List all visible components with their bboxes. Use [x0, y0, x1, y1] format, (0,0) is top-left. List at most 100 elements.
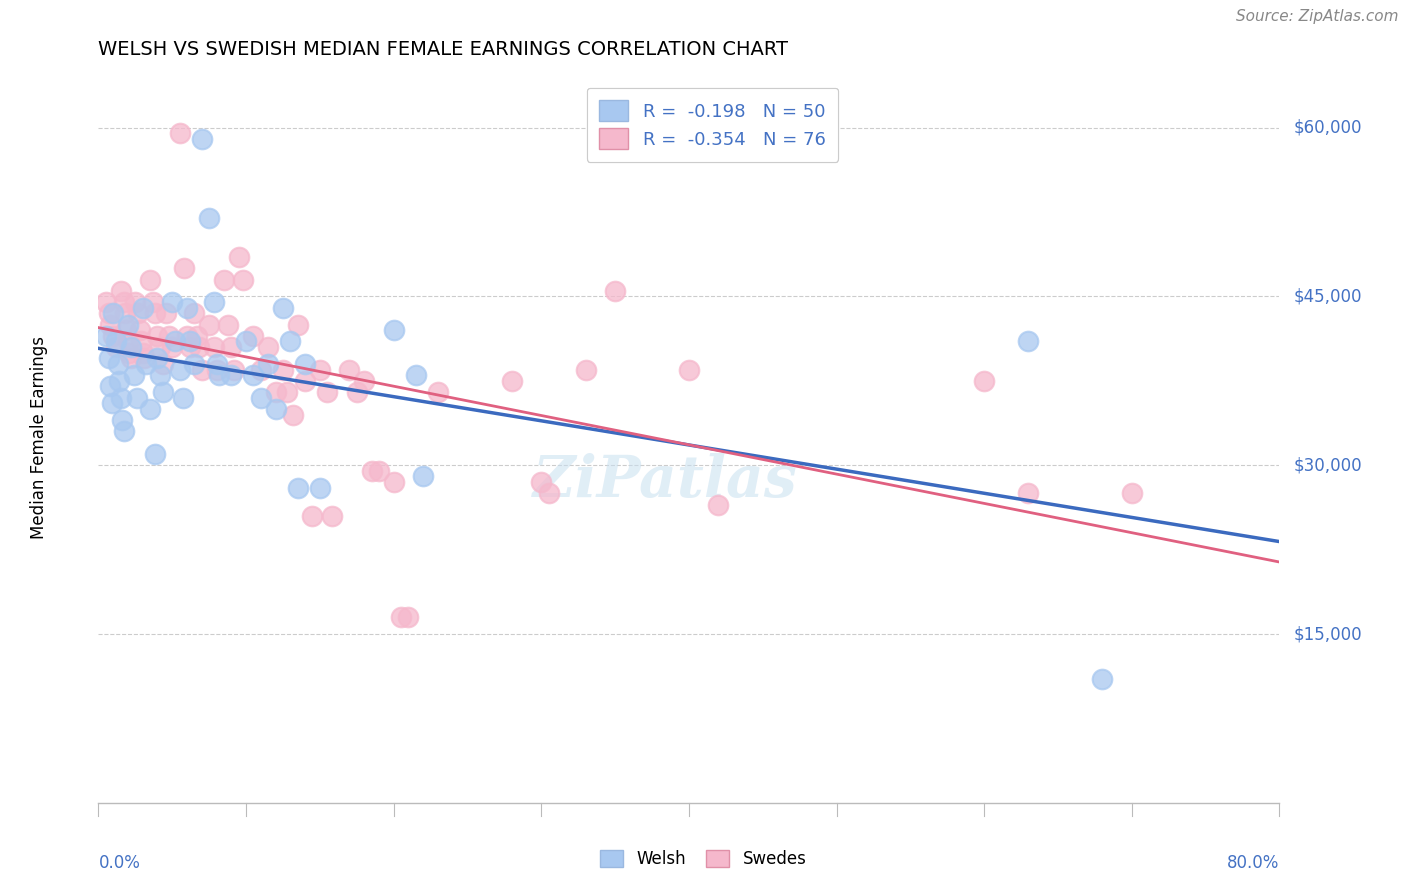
Point	[187, 340, 209, 354]
Point	[179, 340, 201, 354]
Point	[107, 357, 129, 371]
Point	[257, 357, 280, 371]
Point	[287, 318, 309, 332]
Point	[97, 306, 120, 320]
Point	[98, 318, 121, 332]
Point	[103, 306, 125, 320]
Point	[183, 306, 205, 320]
Point	[309, 362, 332, 376]
Point	[155, 306, 177, 320]
Point	[427, 385, 450, 400]
Point	[382, 323, 405, 337]
Point	[389, 610, 412, 624]
Point	[360, 464, 382, 478]
Point	[120, 351, 142, 366]
Point	[117, 334, 139, 349]
Point	[169, 362, 191, 376]
Point	[146, 351, 169, 366]
Text: ZiPatlas: ZiPatlas	[533, 453, 797, 509]
Point	[250, 391, 273, 405]
Point	[219, 340, 242, 354]
Point	[142, 295, 165, 310]
Point	[242, 368, 264, 383]
Point	[105, 340, 128, 354]
Point	[125, 391, 148, 405]
Point	[108, 374, 131, 388]
Point	[152, 385, 174, 400]
Point	[574, 362, 596, 376]
Text: Source: ZipAtlas.com: Source: ZipAtlas.com	[1236, 9, 1399, 24]
Point	[202, 295, 225, 310]
Point	[219, 368, 242, 383]
Point	[208, 368, 231, 383]
Point	[337, 362, 360, 376]
Point	[128, 323, 150, 337]
Point	[294, 357, 316, 371]
Point	[217, 318, 239, 332]
Point	[165, 334, 187, 349]
Point	[132, 301, 155, 315]
Point	[146, 328, 169, 343]
Point	[191, 362, 214, 376]
Point	[110, 284, 132, 298]
Point	[143, 447, 166, 461]
Point	[139, 401, 162, 416]
Point	[707, 498, 730, 512]
Point	[1091, 672, 1114, 686]
Point	[264, 385, 287, 400]
Point	[212, 272, 235, 286]
Text: 0.0%: 0.0%	[98, 854, 141, 872]
Point	[232, 272, 254, 286]
Point	[309, 481, 332, 495]
Text: $15,000: $15,000	[1294, 625, 1362, 643]
Point	[100, 396, 122, 410]
Point	[973, 374, 995, 388]
Point	[198, 211, 221, 225]
Point	[257, 340, 280, 354]
Point	[97, 351, 120, 366]
Point	[501, 374, 523, 388]
Point	[110, 391, 132, 405]
Point	[169, 126, 191, 140]
Point	[235, 334, 257, 349]
Point	[132, 345, 155, 359]
Point	[1121, 486, 1143, 500]
Point	[1017, 486, 1039, 500]
Point	[129, 334, 152, 349]
Point	[353, 374, 375, 388]
Point	[98, 379, 121, 393]
Point	[346, 385, 368, 400]
Point	[271, 301, 294, 315]
Text: WELSH VS SWEDISH MEDIAN FEMALE EARNINGS CORRELATION CHART: WELSH VS SWEDISH MEDIAN FEMALE EARNINGS …	[98, 40, 789, 59]
Point	[94, 328, 117, 343]
Text: Median Female Earnings: Median Female Earnings	[31, 335, 48, 539]
Point	[250, 362, 273, 376]
Point	[368, 464, 391, 478]
Point	[124, 295, 146, 310]
Point	[127, 306, 149, 320]
Point	[122, 368, 145, 383]
Point	[202, 340, 225, 354]
Point	[316, 385, 339, 400]
Point	[278, 334, 302, 349]
Point	[157, 328, 180, 343]
Point	[271, 362, 294, 376]
Point	[678, 362, 700, 376]
Point	[405, 368, 427, 383]
Point	[183, 357, 205, 371]
Point	[149, 340, 172, 354]
Point	[396, 610, 419, 624]
Point	[287, 481, 309, 495]
Point	[162, 340, 183, 354]
Point	[412, 469, 434, 483]
Point	[176, 301, 198, 315]
Point	[605, 284, 627, 298]
Point	[114, 306, 136, 320]
Point	[321, 508, 343, 523]
Point	[139, 272, 162, 286]
Point	[152, 357, 174, 371]
Point	[179, 334, 201, 349]
Point	[149, 368, 172, 383]
Point	[105, 334, 128, 349]
Text: $60,000: $60,000	[1294, 119, 1362, 136]
